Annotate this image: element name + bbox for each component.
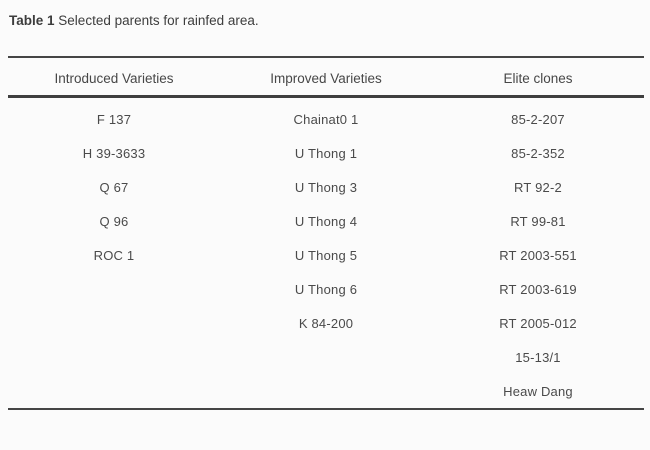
table-label: Table 1 <box>9 13 55 28</box>
table-cell: U Thong 4 <box>294 213 358 229</box>
table-cell: Heaw Dang <box>503 383 573 399</box>
table-cell: H 39-3633 <box>82 145 146 161</box>
table-row: Q 67 U Thong 3 RT 92-2 <box>8 170 644 204</box>
table-cell: 85-2-207 <box>511 111 565 127</box>
table-cell: 85-2-352 <box>511 145 565 161</box>
table-body: F 137 Chainat0 1 85-2-207 H 39-3633 U Th… <box>8 98 644 408</box>
table-cell: RT 99-81 <box>510 213 566 229</box>
parents-table: Introduced Varieties Improved Varieties … <box>8 56 644 410</box>
table-row: U Thong 6 RT 2003-619 <box>8 272 644 306</box>
table-cell: K 84-200 <box>298 315 354 331</box>
table-row: Heaw Dang <box>8 374 644 408</box>
table-cell: U Thong 1 <box>294 145 358 161</box>
table-cell: RT 2005-012 <box>499 315 577 331</box>
table-row: ROC 1 U Thong 5 RT 2003-551 <box>8 238 644 272</box>
table-cell: Q 96 <box>99 213 129 229</box>
table-row: F 137 Chainat0 1 85-2-207 <box>8 102 644 136</box>
table-row: 15-13/1 <box>8 340 644 374</box>
table-cell: RT 92-2 <box>514 179 562 195</box>
table-cell: U Thong 3 <box>294 179 358 195</box>
table-cell: F 137 <box>96 111 132 127</box>
column-header-elite-clones: Elite clones <box>503 70 573 86</box>
table-row: H 39-3633 U Thong 1 85-2-352 <box>8 136 644 170</box>
column-header-improved-varieties: Improved Varieties <box>270 70 382 86</box>
table-cell: RT 2003-551 <box>499 247 577 263</box>
table-cell: U Thong 5 <box>294 247 358 263</box>
table-cell: Chainat0 1 <box>293 111 359 127</box>
table-cell: RT 2003-619 <box>499 281 577 297</box>
table-cell: 15-13/1 <box>515 349 561 365</box>
table-header-row: Introduced Varieties Improved Varieties … <box>8 58 644 98</box>
table-caption: Table 1 Selected parents for rainfed are… <box>9 12 259 30</box>
table-row: K 84-200 RT 2005-012 <box>8 306 644 340</box>
table-cell: U Thong 6 <box>294 281 358 297</box>
column-header-introduced-varieties: Introduced Varieties <box>54 70 174 86</box>
table-caption-text: Selected parents for rainfed area. <box>58 13 259 28</box>
table-cell: ROC 1 <box>93 247 135 263</box>
table-cell: Q 67 <box>99 179 129 195</box>
table-row: Q 96 U Thong 4 RT 99-81 <box>8 204 644 238</box>
